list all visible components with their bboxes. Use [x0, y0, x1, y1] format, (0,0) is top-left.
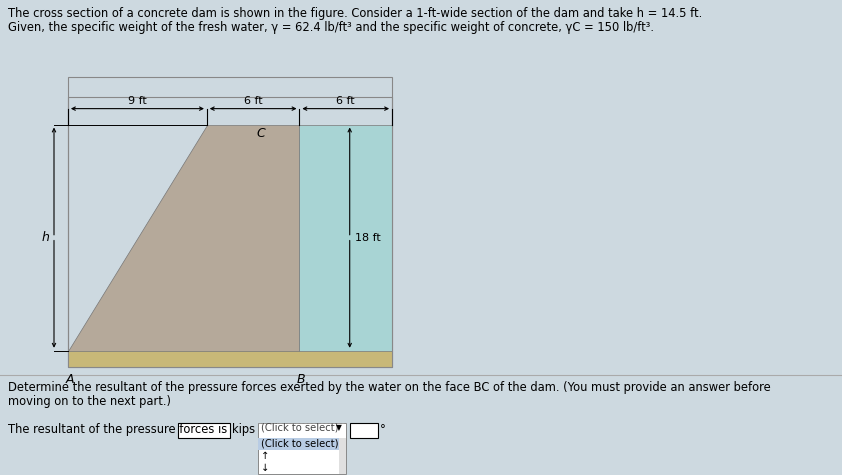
Text: ↑: ↑: [261, 451, 269, 461]
Text: (Click to select): (Click to select): [261, 439, 338, 449]
Text: ↓: ↓: [261, 463, 269, 473]
FancyBboxPatch shape: [258, 438, 346, 450]
Text: 6 ft: 6 ft: [337, 95, 355, 105]
Text: ▼: ▼: [336, 423, 342, 432]
Text: moving on to the next part.): moving on to the next part.): [8, 395, 171, 408]
Text: 18 ft: 18 ft: [354, 233, 381, 243]
Text: The cross section of a concrete dam is shown in the figure. Consider a 1-ft-wide: The cross section of a concrete dam is s…: [8, 7, 702, 20]
Text: Determine the resultant of the pressure forces exerted by the water on the face : Determine the resultant of the pressure …: [8, 381, 770, 394]
Polygon shape: [68, 124, 300, 351]
FancyBboxPatch shape: [350, 423, 378, 438]
FancyBboxPatch shape: [258, 438, 346, 474]
Text: kips: kips: [232, 423, 255, 436]
Text: A: A: [66, 373, 74, 386]
FancyBboxPatch shape: [178, 423, 230, 438]
Text: C: C: [257, 127, 265, 140]
Text: Given, the specific weight of the fresh water, γ = 62.4 lb/ft³ and the specific : Given, the specific weight of the fresh …: [8, 21, 654, 34]
FancyBboxPatch shape: [339, 438, 346, 474]
Text: (Click to select): (Click to select): [261, 423, 338, 433]
Text: B: B: [297, 373, 306, 386]
Text: °: °: [380, 423, 386, 436]
Polygon shape: [300, 124, 392, 351]
Text: 9 ft: 9 ft: [128, 95, 147, 105]
FancyBboxPatch shape: [258, 423, 346, 438]
Polygon shape: [68, 351, 392, 367]
Text: 6 ft: 6 ft: [244, 95, 263, 105]
Text: h: h: [41, 231, 49, 244]
Text: The resultant of the pressure forces is: The resultant of the pressure forces is: [8, 423, 227, 436]
FancyBboxPatch shape: [68, 97, 392, 367]
